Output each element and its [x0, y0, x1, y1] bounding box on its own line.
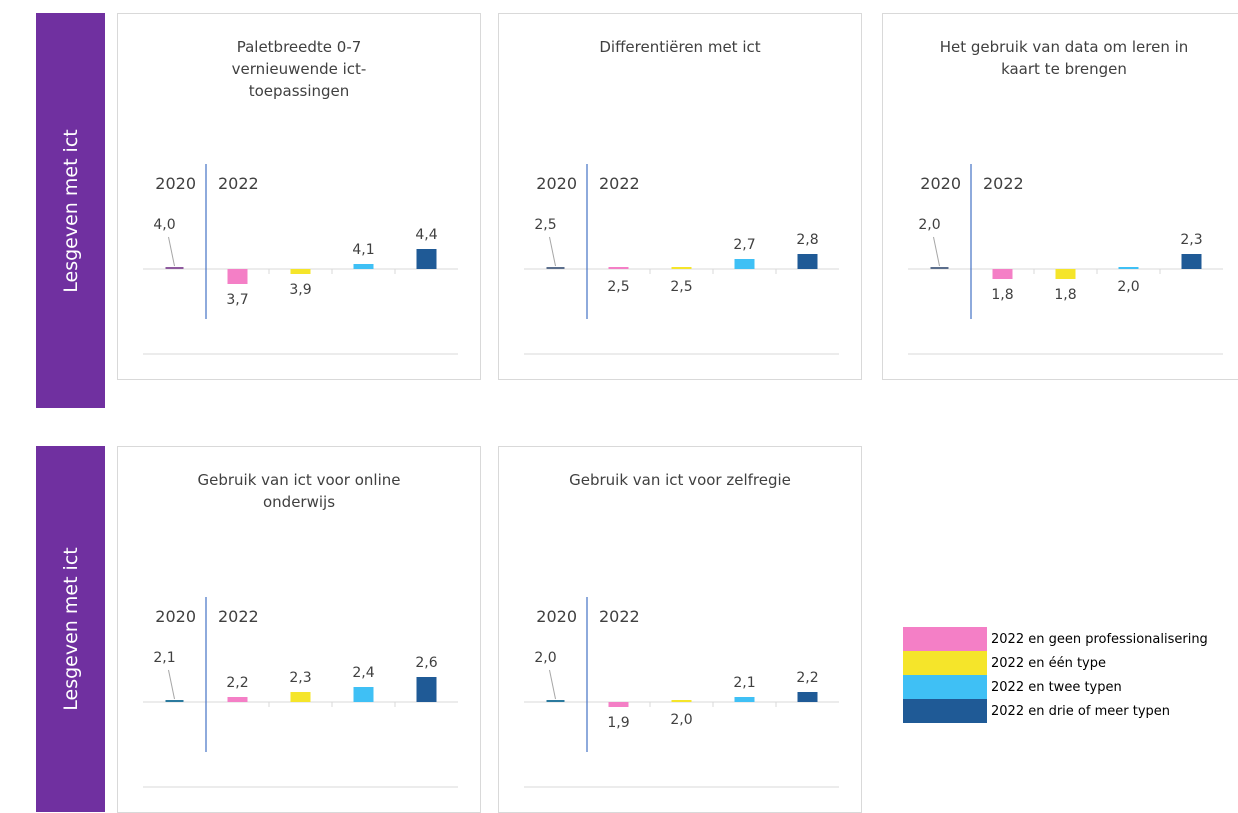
value-label: 4,1 [352, 242, 374, 258]
legend-label: 2022 en één type [991, 655, 1106, 671]
annotation: 2020 [155, 607, 196, 626]
bar [930, 267, 949, 269]
annotation: 2020 [155, 174, 196, 193]
bar [671, 267, 692, 269]
bar [416, 677, 437, 702]
annotation: 2020 [920, 174, 961, 193]
chart-box: Het gebruik van data om leren in kaart t… [882, 13, 1238, 380]
value-label: 1,8 [991, 287, 1013, 303]
legend-label: 2022 en twee typen [991, 679, 1122, 695]
legend-swatch [903, 651, 987, 675]
bar [1118, 267, 1139, 269]
value-label: 2,0 [1117, 279, 1139, 295]
bar [608, 267, 629, 269]
value-label: 2,3 [1180, 232, 1202, 248]
annotation: 2020 [536, 174, 577, 193]
value-label: 2,6 [415, 655, 437, 671]
bar [353, 264, 374, 269]
value-label: 2,0 [534, 650, 556, 666]
value-label: 1,9 [607, 715, 629, 731]
chart-box: Gebruik van ict voor online onderwijs 202… [117, 446, 481, 813]
chart-title: Paletbreedte 0-7 vernieuwende ict-toepas… [231, 38, 367, 100]
annotation: 2022 [218, 607, 259, 626]
annotation: 2022 [983, 174, 1024, 193]
value-label: 2,2 [796, 670, 818, 686]
bar [546, 700, 565, 702]
bar [1181, 254, 1202, 269]
bar [608, 702, 629, 707]
value-label: 2,8 [796, 232, 818, 248]
legend-item: 2022 en één type [903, 651, 1208, 675]
chart-box: Gebruik van ict voor zelfregie 2020 2022 2,… [498, 446, 862, 813]
chart-title: Het gebruik van data om leren in kaart t… [939, 38, 1189, 78]
legend-label: 2022 en geen professionalisering [991, 631, 1208, 647]
leader-line [168, 236, 175, 267]
value-label: 3,9 [289, 282, 311, 298]
bar [671, 700, 692, 702]
value-label: 2,5 [670, 279, 692, 295]
value-label: 2,0 [918, 217, 940, 233]
leader-line [933, 236, 940, 267]
bar [290, 269, 311, 274]
bar [165, 700, 184, 702]
chart: 2020 2022 2,0 1,8 1,8 2,0 2,3 [908, 164, 1223, 355]
bar [165, 267, 184, 269]
leader-line [549, 236, 556, 267]
legend-item: 2022 en drie of meer typen [903, 699, 1208, 723]
chart-title: Gebruik van ict voor zelfregie [569, 471, 791, 489]
side-band: Lesgeven met ict [36, 446, 105, 812]
chart-box: Paletbreedte 0-7 vernieuwende ict-toepas… [117, 13, 481, 380]
bar [227, 269, 248, 284]
side-label: Lesgeven met ict [59, 547, 82, 711]
side-band: Lesgeven met ict [36, 13, 105, 408]
value-label: 2,7 [733, 237, 755, 253]
side-label: Lesgeven met ict [59, 128, 82, 293]
value-label: 2,5 [534, 217, 556, 233]
legend-swatch [903, 627, 987, 651]
legend-swatch [903, 675, 987, 699]
value-label: 4,4 [415, 227, 437, 243]
bar [734, 259, 755, 269]
value-label: 2,5 [607, 279, 629, 295]
bar [734, 697, 755, 702]
value-label: 2,1 [153, 650, 175, 666]
legend: 2022 en geen professionalisering 2022 en … [903, 627, 1208, 723]
bar [992, 269, 1013, 279]
bar [1055, 269, 1076, 279]
annotation: 2022 [599, 174, 640, 193]
chart: 2020 2022 4,0 3,7 3,9 4,1 4,4 [143, 164, 458, 355]
leader-line [549, 669, 556, 700]
annotation: 2020 [536, 607, 577, 626]
value-label: 1,8 [1054, 287, 1076, 303]
bar [546, 267, 565, 269]
leader-line [168, 669, 175, 700]
chart: 2020 2022 2,1 2,2 2,3 2,4 2,6 [143, 597, 458, 788]
annotation: 2022 [218, 174, 259, 193]
chart-title: Differentiëren met ict [599, 38, 761, 56]
value-label: 2,1 [733, 675, 755, 691]
value-label: 2,4 [352, 665, 374, 681]
bar [353, 687, 374, 702]
value-label: 2,3 [289, 670, 311, 686]
bar [797, 692, 818, 702]
bar [290, 692, 311, 702]
value-label: 2,0 [670, 712, 692, 728]
value-label: 3,7 [226, 292, 248, 308]
annotation: 2022 [599, 607, 640, 626]
chart: 2020 2022 2,0 1,9 2,0 2,1 2,2 [524, 597, 839, 788]
legend-item: 2022 en geen professionalisering [903, 627, 1208, 651]
legend-swatch [903, 699, 987, 723]
bar [797, 254, 818, 269]
bar [416, 249, 437, 269]
legend-label: 2022 en drie of meer typen [991, 703, 1171, 719]
value-label: 4,0 [153, 217, 175, 233]
value-label: 2,2 [226, 675, 248, 691]
chart-box: Differentiëren met ict 2020 2022 2,5 2,5 2,5 2… [498, 13, 862, 380]
legend-item: 2022 en twee typen [903, 675, 1208, 699]
bar [227, 697, 248, 702]
chart: 2020 2022 2,5 2,5 2,5 2,7 2,8 [524, 164, 839, 355]
chart-title: Gebruik van ict voor online onderwijs [197, 471, 401, 511]
